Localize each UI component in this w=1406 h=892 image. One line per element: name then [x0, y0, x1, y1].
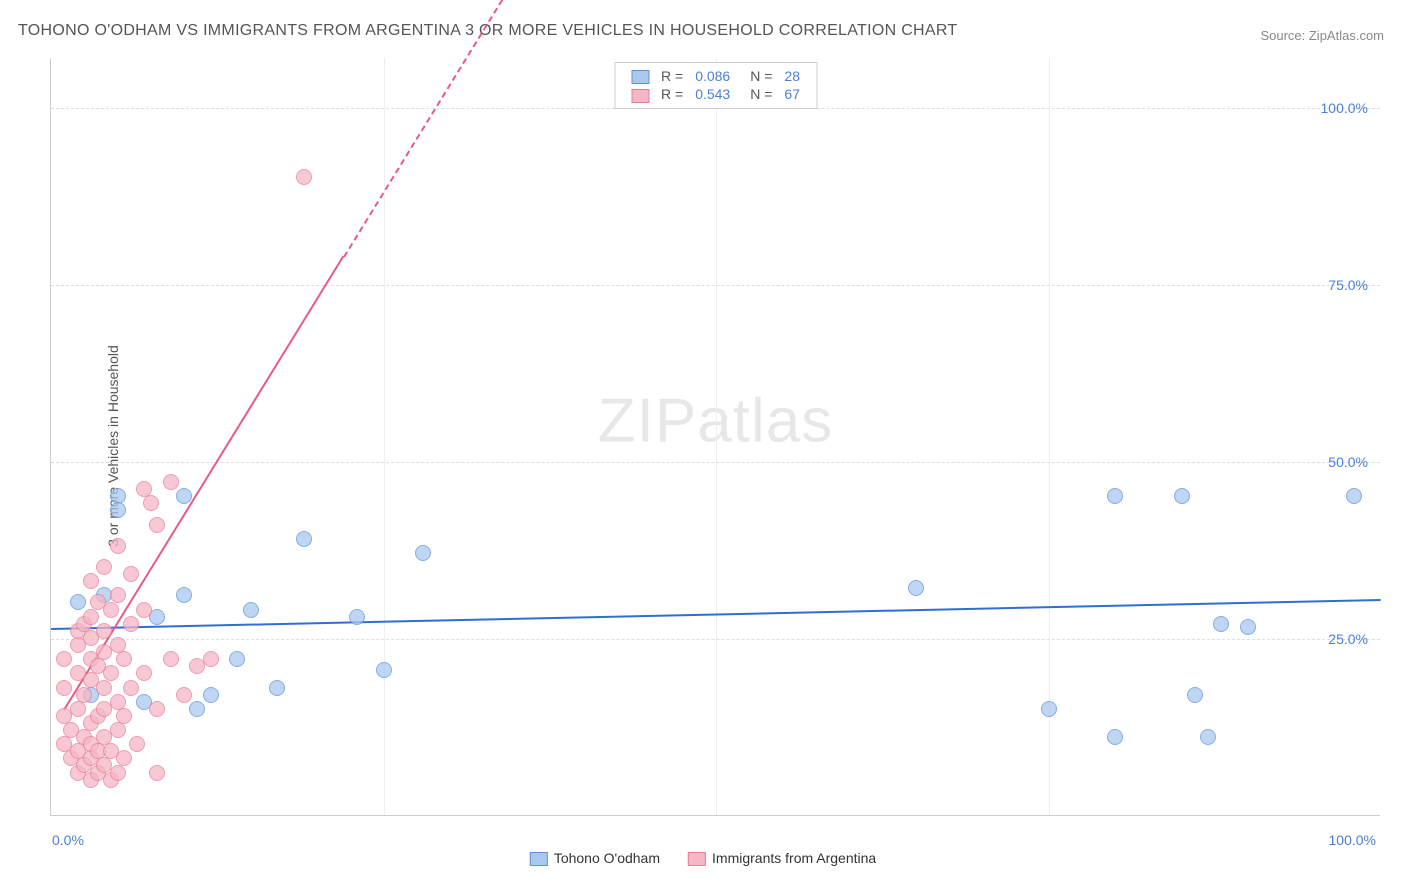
data-point: [116, 750, 132, 766]
data-point: [296, 169, 312, 185]
data-point: [296, 531, 312, 547]
y-axis-tick-label: 75.0%: [1328, 277, 1368, 293]
legend-row: R =0.086N =28: [625, 67, 806, 85]
data-point: [163, 474, 179, 490]
data-point: [116, 651, 132, 667]
data-point: [203, 651, 219, 667]
data-point: [56, 680, 72, 696]
data-point: [176, 687, 192, 703]
y-axis-tick-label: 50.0%: [1328, 454, 1368, 470]
data-point: [110, 765, 126, 781]
data-point: [103, 602, 119, 618]
gridline-vertical: [384, 58, 385, 815]
data-point: [149, 701, 165, 717]
data-point: [110, 538, 126, 554]
data-point: [176, 488, 192, 504]
y-axis-tick-label: 25.0%: [1328, 631, 1368, 647]
data-point: [96, 559, 112, 575]
data-point: [203, 687, 219, 703]
data-point: [116, 708, 132, 724]
data-point: [123, 680, 139, 696]
data-point: [70, 701, 86, 717]
data-point: [129, 736, 145, 752]
trend-line: [63, 256, 344, 711]
data-point: [123, 566, 139, 582]
data-point: [415, 545, 431, 561]
data-point: [229, 651, 245, 667]
x-axis-tick-min: 0.0%: [52, 832, 84, 848]
data-point: [1107, 729, 1123, 745]
series-legend: Tohono O'odham Immigrants from Argentina: [530, 850, 876, 866]
data-point: [96, 623, 112, 639]
data-point: [908, 580, 924, 596]
data-point: [1240, 619, 1256, 635]
data-point: [1346, 488, 1362, 504]
data-point: [1107, 488, 1123, 504]
data-point: [110, 502, 126, 518]
data-point: [1213, 616, 1229, 632]
data-point: [110, 587, 126, 603]
data-point: [1174, 488, 1190, 504]
data-point: [136, 602, 152, 618]
data-point: [83, 609, 99, 625]
x-axis-tick-max: 100.0%: [1329, 832, 1376, 848]
data-point: [136, 665, 152, 681]
data-point: [149, 765, 165, 781]
data-point: [1200, 729, 1216, 745]
data-point: [103, 665, 119, 681]
data-point: [96, 680, 112, 696]
data-point: [269, 680, 285, 696]
data-point: [376, 662, 392, 678]
data-point: [110, 722, 126, 738]
legend-item: Tohono O'odham: [530, 850, 660, 866]
legend-item: Immigrants from Argentina: [688, 850, 876, 866]
gridline-vertical: [716, 58, 717, 815]
data-point: [76, 687, 92, 703]
data-point: [243, 602, 259, 618]
legend-row: R =0.543N =67: [625, 85, 806, 103]
data-point: [163, 651, 179, 667]
data-point: [56, 651, 72, 667]
data-point: [123, 616, 139, 632]
scatter-plot: ZIPatlas R =0.086N =28R =0.543N =67 25.0…: [50, 58, 1380, 816]
data-point: [1041, 701, 1057, 717]
source-attribution: Source: ZipAtlas.com: [1260, 28, 1384, 43]
data-point: [83, 573, 99, 589]
data-point: [70, 594, 86, 610]
y-axis-tick-label: 100.0%: [1321, 100, 1368, 116]
data-point: [1187, 687, 1203, 703]
data-point: [349, 609, 365, 625]
data-point: [149, 517, 165, 533]
correlation-legend: R =0.086N =28R =0.543N =67: [614, 62, 817, 109]
data-point: [143, 495, 159, 511]
data-point: [176, 587, 192, 603]
data-point: [189, 701, 205, 717]
